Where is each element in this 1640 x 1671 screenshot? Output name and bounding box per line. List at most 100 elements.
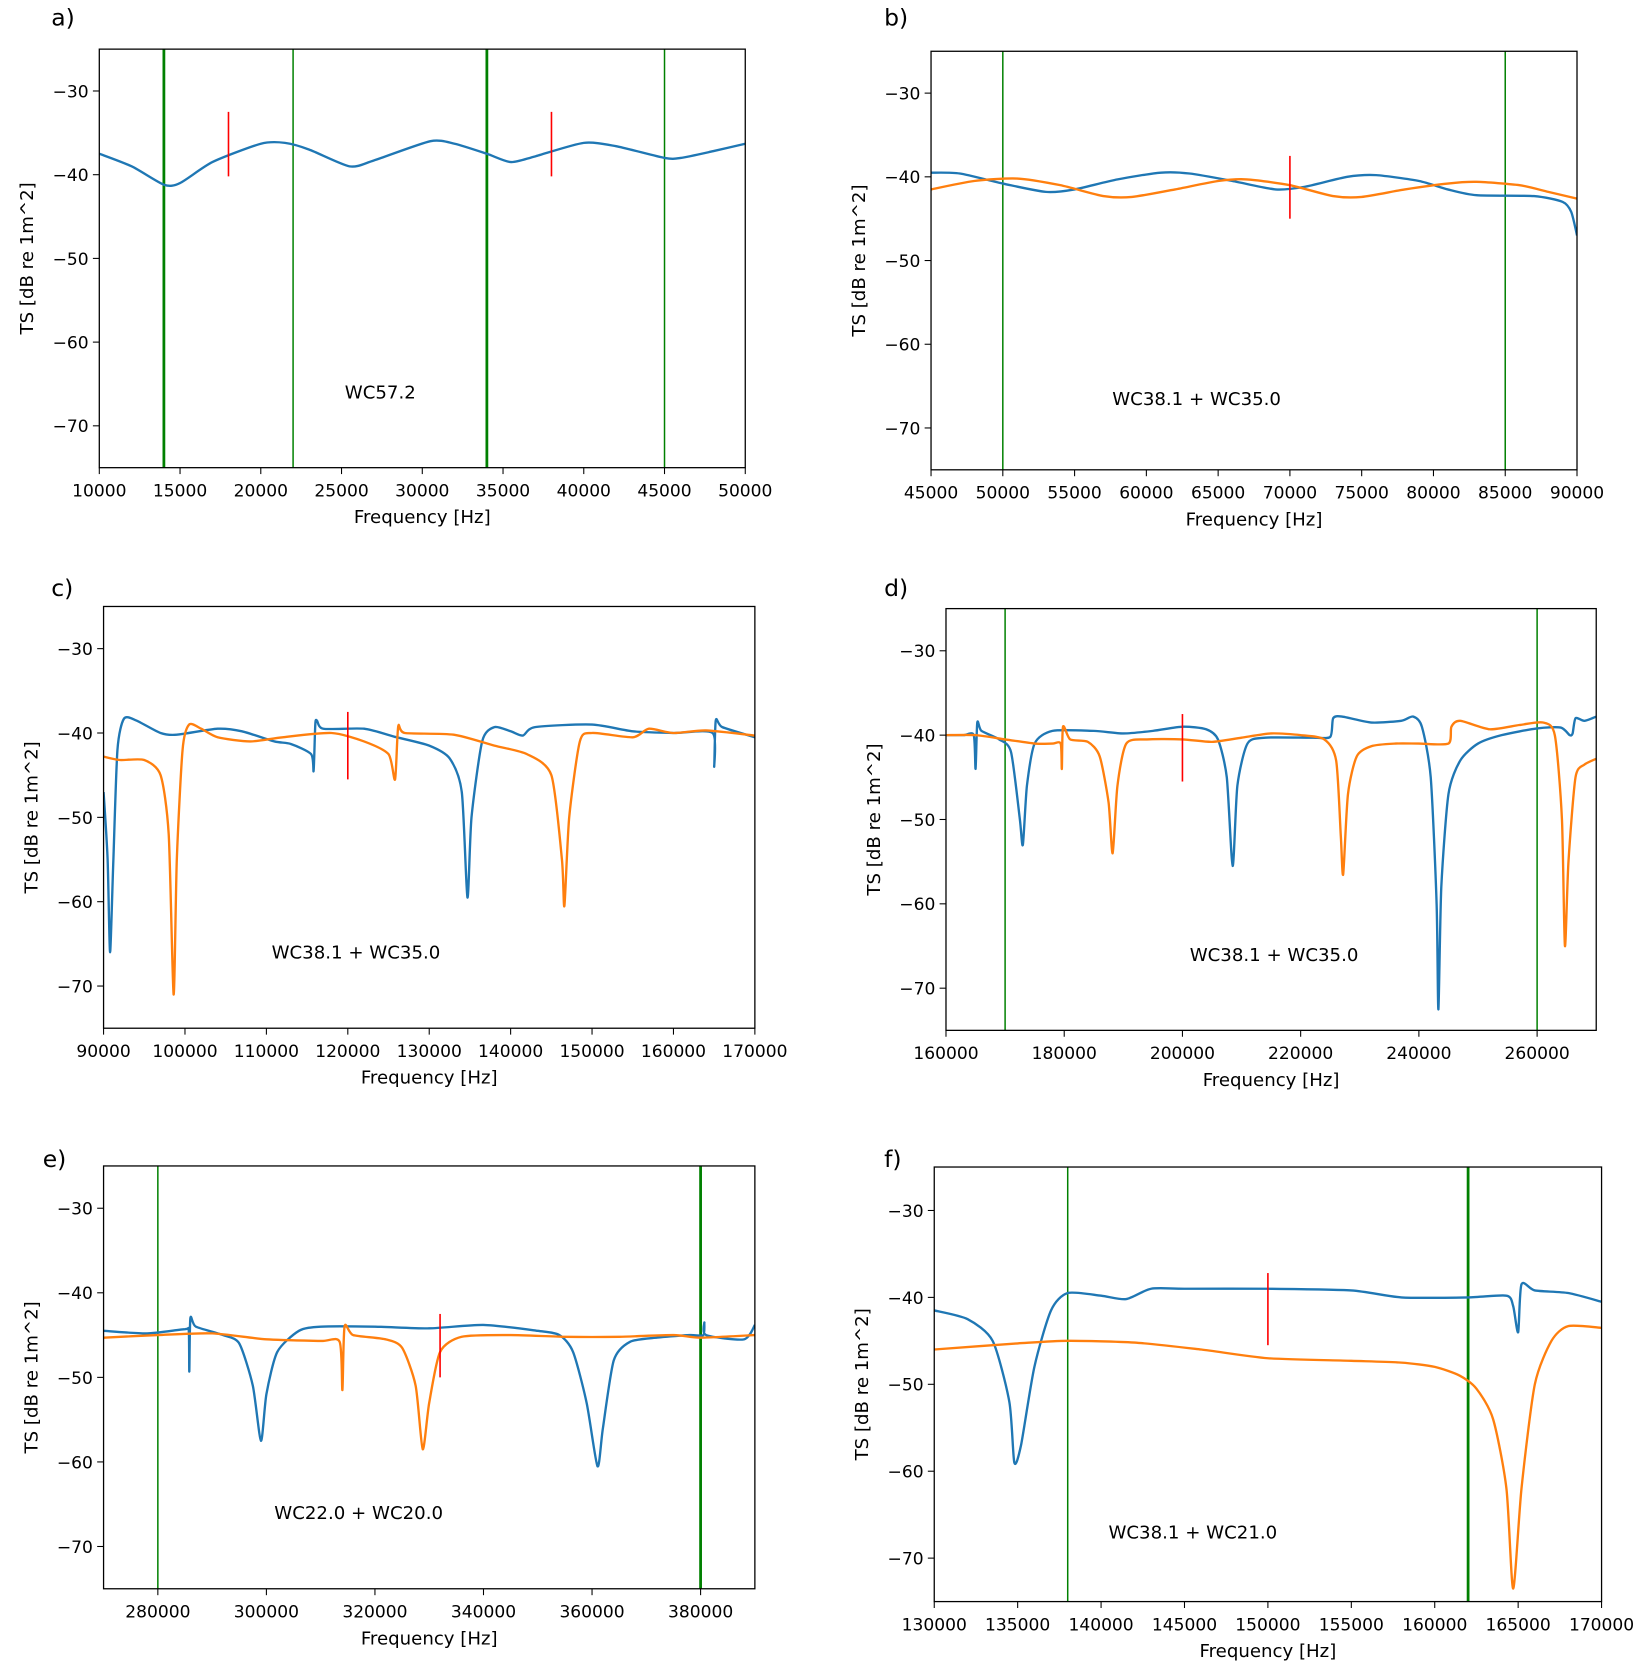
- y-tick-label: −60: [884, 336, 920, 356]
- subplot-e: e) 280000 300000 320000 340000 360000 380000 −3…: [21, 1145, 756, 1649]
- x-tick-label: 160000: [913, 1044, 978, 1064]
- x-tick-label: 25000: [314, 482, 368, 502]
- annotation-label: WC57.2: [345, 383, 416, 404]
- plot-area: [99, 49, 746, 468]
- y-tick-label: −40: [888, 1289, 924, 1309]
- y-tick-label: −40: [899, 727, 935, 747]
- y-tick-label: −60: [57, 1453, 93, 1473]
- y-tick-label: −30: [899, 642, 935, 662]
- x-tick-label: 130000: [902, 1615, 967, 1635]
- plot-area: [103, 1165, 755, 1589]
- x-tick-label: 40000: [557, 482, 611, 502]
- y-axis-label: TS [dB re 1m^2]: [852, 1308, 873, 1461]
- x-tick-label: 45000: [904, 484, 958, 504]
- x-tick-label: 10000: [72, 482, 126, 502]
- panel-label: e): [43, 1145, 67, 1173]
- y-tick-label: −50: [57, 1369, 93, 1389]
- y-tick-label: −50: [57, 809, 93, 829]
- x-tick-label: 120000: [315, 1042, 380, 1062]
- annotation-label: WC38.1 + WC35.0: [1190, 945, 1359, 966]
- y-axis-label: TS [dB re 1m^2]: [849, 184, 870, 337]
- subplot-b: b) 45000 50000 55000 60000 65000 70000 75000 800…: [849, 4, 1604, 531]
- axes-frame: [102, 1165, 756, 1590]
- x-tick-label: 260000: [1505, 1044, 1570, 1064]
- y-tick-label: −50: [899, 811, 935, 831]
- y-tick-label: −60: [899, 895, 935, 915]
- blue-series-line: [934, 1281, 1602, 1465]
- x-tick-label: 155000: [1319, 1615, 1384, 1635]
- x-tick-label: 35000: [476, 482, 530, 502]
- y-tick-label: −30: [53, 82, 89, 102]
- orange-series-line: [103, 722, 755, 996]
- y-tick-label: −40: [57, 724, 93, 744]
- annotation-label: WC38.1 + WC35.0: [272, 943, 441, 964]
- x-tick-label: 150000: [1235, 1615, 1300, 1635]
- annotation-label: WC38.1 + WC35.0: [1112, 389, 1281, 410]
- x-axis-label: Frequency [Hz]: [361, 1628, 498, 1649]
- x-tick-label: 70000: [1263, 484, 1317, 504]
- y-tick-label: −70: [57, 977, 93, 997]
- plot-area: [934, 1167, 1602, 1602]
- y-tick-label: −30: [57, 640, 93, 660]
- y-tick-label: −60: [888, 1463, 924, 1483]
- panel-label: b): [884, 4, 908, 32]
- x-tick-label: 15000: [153, 482, 207, 502]
- subplot-d: d) 160000 180000 200000 220000 240000 260000 −3…: [864, 574, 1597, 1091]
- axes-frame: [945, 607, 1597, 1031]
- axes-frame: [102, 605, 756, 1029]
- subplot-c: c) 90000 100000 110000 120000 130000 140000 150…: [21, 574, 787, 1089]
- y-tick-label: −40: [53, 166, 89, 186]
- y-tick-label: −70: [899, 980, 935, 1000]
- panel-label: a): [51, 4, 75, 32]
- plot-area: [931, 51, 1578, 470]
- x-tick-label: 160000: [641, 1042, 706, 1062]
- blue-series-line: [99, 139, 746, 187]
- y-axis-label: TS [dB re 1m^2]: [864, 743, 885, 896]
- x-tick-label: 30000: [395, 482, 449, 502]
- x-tick-label: 170000: [722, 1042, 787, 1062]
- x-tick-label: 360000: [559, 1603, 624, 1623]
- x-tick-label: 90000: [76, 1042, 130, 1062]
- x-tick-label: 240000: [1386, 1044, 1451, 1064]
- y-tick-label: −50: [884, 252, 920, 272]
- x-tick-label: 340000: [451, 1603, 516, 1623]
- x-axis-label: Frequency [Hz]: [1203, 1070, 1340, 1091]
- x-tick-label: 300000: [234, 1603, 299, 1623]
- orange-series-line: [945, 719, 1597, 948]
- orange-series-line: [934, 1324, 1602, 1590]
- panel-label: d): [884, 574, 908, 602]
- x-tick-label: 165000: [1486, 1615, 1551, 1635]
- x-tick-label: 50000: [718, 482, 772, 502]
- x-tick-label: 50000: [976, 484, 1030, 504]
- x-tick-label: 140000: [478, 1042, 543, 1062]
- panel-label: f): [884, 1145, 901, 1173]
- x-tick-label: 45000: [637, 482, 691, 502]
- y-axis-label: TS [dB re 1m^2]: [21, 1301, 42, 1454]
- y-tick-label: −40: [57, 1284, 93, 1304]
- y-tick-label: −30: [888, 1202, 924, 1222]
- y-axis-label: TS [dB re 1m^2]: [21, 741, 42, 894]
- x-tick-label: 110000: [234, 1042, 299, 1062]
- y-tick-label: −50: [53, 250, 89, 270]
- y-tick-label: −70: [57, 1538, 93, 1558]
- y-tick-label: −70: [884, 419, 920, 439]
- x-tick-label: 90000: [1550, 484, 1604, 504]
- y-tick-label: −60: [57, 893, 93, 913]
- x-tick-label: 180000: [1032, 1044, 1097, 1064]
- blue-series-line: [103, 1315, 755, 1468]
- x-tick-label: 150000: [559, 1042, 624, 1062]
- x-tick-label: 200000: [1150, 1044, 1215, 1064]
- plot-area: [945, 608, 1597, 1031]
- x-tick-label: 220000: [1268, 1044, 1333, 1064]
- x-axis-label: Frequency [Hz]: [354, 507, 491, 528]
- annotation-label: WC38.1 + WC21.0: [1108, 1522, 1277, 1543]
- panel-label: c): [51, 574, 73, 602]
- x-tick-label: 145000: [1152, 1615, 1217, 1635]
- x-tick-label: 280000: [125, 1603, 190, 1623]
- y-tick-label: −60: [53, 334, 89, 354]
- x-tick-label: 135000: [985, 1615, 1050, 1635]
- x-tick-label: 20000: [234, 482, 288, 502]
- y-tick-label: −40: [884, 168, 920, 188]
- x-tick-label: 100000: [152, 1042, 217, 1062]
- x-tick-label: 75000: [1335, 484, 1389, 504]
